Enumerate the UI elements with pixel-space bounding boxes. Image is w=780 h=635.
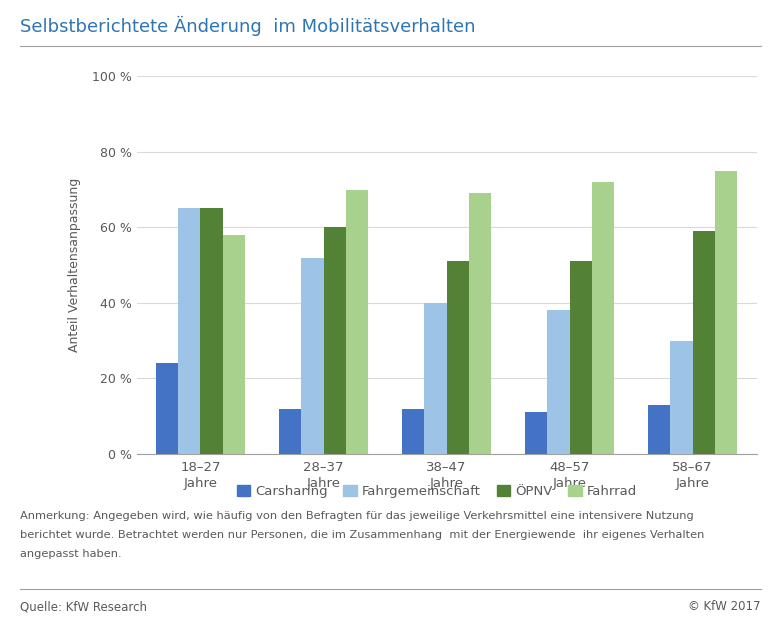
Text: © KfW 2017: © KfW 2017 [688,600,760,613]
Bar [671,340,693,454]
Text: angepasst haben.: angepasst haben. [20,549,121,559]
Bar [525,413,548,454]
Bar [346,189,368,454]
Legend: Carsharing, Fahrgemeinschaft, ÖPNV, Fahrrad: Carsharing, Fahrgemeinschaft, ÖPNV, Fahr… [231,479,643,504]
Bar [592,182,614,454]
Bar [424,303,446,454]
Text: Selbstberichtete Änderung  im Mobilitätsverhalten: Selbstberichtete Änderung im Mobilitätsv… [20,16,475,36]
Bar [179,208,200,454]
Bar [447,262,469,454]
Bar [279,409,301,454]
Bar [324,227,346,454]
Text: Quelle: KfW Research: Quelle: KfW Research [20,600,147,613]
Bar [469,193,491,454]
Bar [156,363,179,454]
Bar [222,235,245,454]
Bar [648,405,671,454]
Y-axis label: Anteil Verhaltensanpassung: Anteil Verhaltensanpassung [68,178,80,352]
Bar [714,171,737,454]
Bar [693,231,714,454]
Bar [200,208,222,454]
Bar [548,311,569,454]
Text: berichtet wurde. Betrachtet werden nur Personen, die im Zusammenhang  mit der En: berichtet wurde. Betrachtet werden nur P… [20,530,704,540]
Bar [402,409,424,454]
Bar [569,262,592,454]
Bar [301,258,324,454]
Text: Anmerkung: Angegeben wird, wie häufig von den Befragten für das jeweilige Verkeh: Anmerkung: Angegeben wird, wie häufig vo… [20,511,693,521]
